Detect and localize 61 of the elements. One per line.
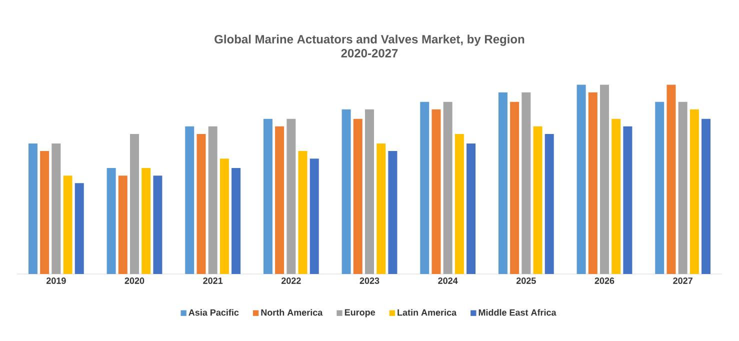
x-tick-label: 2023	[360, 278, 380, 284]
legend-label: Europe	[344, 309, 376, 318]
bar	[690, 109, 699, 274]
bar	[153, 176, 162, 274]
bar	[655, 102, 664, 274]
bar	[420, 102, 430, 274]
bar	[342, 109, 351, 274]
bar	[498, 92, 508, 274]
bar	[40, 151, 50, 274]
chart-title: Global Marine Actuators and Valves Market, by Region	[214, 34, 524, 46]
bar	[666, 84, 676, 274]
bar	[388, 151, 398, 274]
bar	[185, 126, 194, 274]
bar	[443, 102, 452, 274]
bar	[466, 143, 476, 274]
bar	[196, 134, 206, 274]
legend-label: Latin America	[398, 309, 457, 316]
bar	[623, 126, 632, 274]
bar	[678, 102, 688, 274]
bar	[263, 118, 272, 274]
bar	[275, 126, 284, 274]
bar	[544, 134, 554, 274]
bar	[208, 126, 218, 274]
chart-subtitle: 2020-2027	[341, 48, 398, 58]
bar	[576, 84, 586, 274]
bar	[28, 143, 38, 274]
bar	[118, 176, 128, 274]
bar	[298, 151, 308, 274]
bar	[286, 118, 296, 274]
x-tick-label: 2025	[516, 278, 536, 284]
bar	[612, 118, 621, 274]
x-tick-label: 2020	[124, 278, 144, 284]
bar	[63, 176, 72, 274]
bar	[52, 143, 61, 274]
x-tick-label: 2026	[594, 278, 614, 284]
legend-label: North America	[261, 309, 323, 316]
bar	[454, 134, 464, 274]
legend-label: Middle East Africa	[478, 309, 556, 316]
bar	[588, 92, 598, 274]
bar	[365, 109, 374, 274]
bar	[376, 143, 386, 274]
bar	[533, 126, 542, 274]
bar	[510, 102, 520, 274]
x-tick-label: 2024	[438, 278, 458, 284]
bar	[220, 158, 229, 274]
bar	[74, 183, 84, 274]
bar	[702, 118, 711, 274]
x-tick-label: 2027	[673, 278, 692, 284]
bar	[353, 118, 362, 274]
bar	[142, 168, 151, 274]
legend-label: Asia Pacific	[188, 309, 239, 316]
bar	[600, 84, 609, 274]
bar	[232, 168, 241, 274]
bar	[522, 92, 531, 274]
bar	[432, 109, 441, 274]
bar	[106, 168, 116, 274]
x-tick-label: 2021	[203, 278, 223, 284]
x-tick-label: 2022	[281, 278, 301, 284]
x-tick-label: 2019	[46, 278, 66, 284]
bar	[310, 158, 319, 274]
bar	[130, 134, 139, 274]
